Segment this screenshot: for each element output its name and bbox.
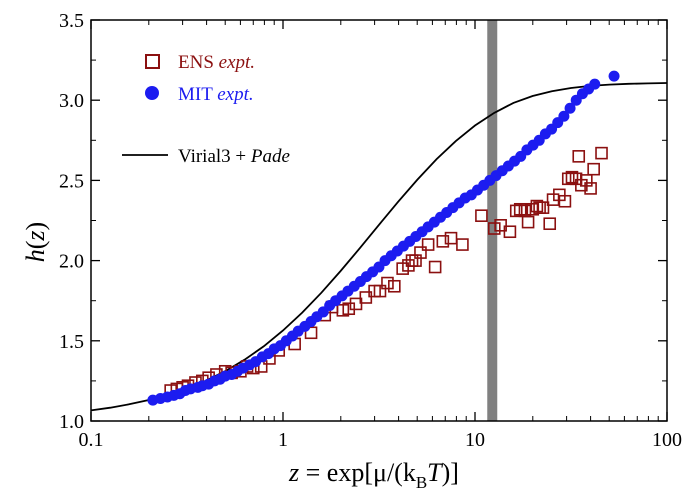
ens-data-point [543, 217, 557, 231]
ens-data-point [558, 194, 572, 208]
ens-data-point [487, 222, 501, 235]
x-tick-label: 0.1 [79, 429, 104, 451]
y-axis-label-close: ) [21, 222, 50, 231]
mit-data-point [589, 78, 601, 90]
mit-data-point [558, 110, 570, 122]
ens-data-point [561, 172, 575, 186]
ens-data-point [373, 284, 387, 298]
x-axis-label-t: T [427, 458, 443, 487]
ens-data-point [526, 202, 540, 216]
ens-data-point [587, 162, 600, 176]
legend: ENS expt. MIT expt. Virial3 + Pade [122, 52, 290, 167]
legend-mit-name: MIT [178, 84, 213, 105]
ens-data-point [456, 238, 469, 251]
legend-label-mit: MIT expt. [178, 84, 254, 105]
x-axis-label-sub: B [416, 473, 427, 492]
data-points-layer [147, 70, 620, 406]
legend-marker-ens [145, 54, 160, 69]
y-axis-label-z: z [21, 230, 50, 241]
y-tick-label: 2.5 [59, 170, 84, 192]
vertical-band-layer [487, 20, 498, 421]
ens-data-point [421, 238, 435, 251]
y-axis-label: h(z) [21, 222, 50, 262]
ens-data-point [436, 235, 450, 248]
virial-pade-curve [90, 82, 668, 412]
ens-data-point [509, 204, 523, 218]
legend-ens-name: ENS [178, 52, 214, 73]
x-tick-label: 1 [278, 429, 288, 451]
x-axis-label-z: z [288, 458, 299, 487]
axis-ticks-layer: 0.1 1 10 100 1.0 1.5 2.0 2.5 3.0 3.5 [59, 10, 682, 451]
x-tick-label: 10 [465, 429, 485, 451]
legend-mit-expt: expt. [217, 84, 253, 105]
y-tick-label: 3.5 [59, 10, 84, 32]
ens-data-point [428, 260, 442, 274]
plot-frame [90, 19, 668, 422]
ens-data-point [595, 146, 608, 160]
ens-data-point [565, 170, 579, 184]
ens-data-point [304, 326, 318, 340]
legend-label-virial: Virial3 + Pade [178, 146, 290, 167]
ens-data-point [494, 219, 507, 232]
ens-data-point [584, 182, 597, 195]
ens-data-point [444, 231, 458, 245]
ens-data-point [580, 174, 593, 187]
virial-curve-layer [90, 82, 668, 412]
x-axis-label-eq: = exp[μ/(k [299, 458, 416, 487]
ens-data-point [381, 276, 394, 290]
ens-data-point [349, 297, 363, 311]
x-tick-label: 100 [652, 429, 682, 451]
y-tick-label: 3.0 [59, 90, 84, 112]
mit-data-point [608, 70, 620, 82]
legend-virial-pade: Pade [250, 146, 290, 167]
y-tick-label: 1.0 [59, 411, 84, 433]
y-tick-label: 1.5 [59, 331, 84, 353]
ens-data-point [475, 209, 488, 222]
ens-data-point [536, 201, 550, 214]
ens-data-point [414, 246, 427, 259]
y-axis-label-h: h [21, 249, 50, 262]
ens-data-point [359, 291, 373, 304]
ens-data-point [521, 215, 535, 229]
legend-virial-name: Virial3 + [178, 146, 251, 167]
vertical-marker-band [487, 20, 498, 421]
legend-marker-mit [145, 86, 159, 100]
x-axis-label: z = exp[μ/(kBT)] [288, 458, 459, 492]
ens-data-point [503, 225, 517, 239]
y-axis-label-open: ( [21, 241, 50, 250]
y-tick-label: 2.0 [59, 251, 84, 273]
ens-data-point [388, 279, 401, 293]
mit-data-point [564, 102, 576, 114]
legend-ens-expt: expt. [219, 52, 255, 73]
x-axis-label-end: )] [442, 458, 459, 487]
legend-label-ens: ENS expt. [178, 52, 255, 73]
ens-data-point [572, 150, 586, 163]
